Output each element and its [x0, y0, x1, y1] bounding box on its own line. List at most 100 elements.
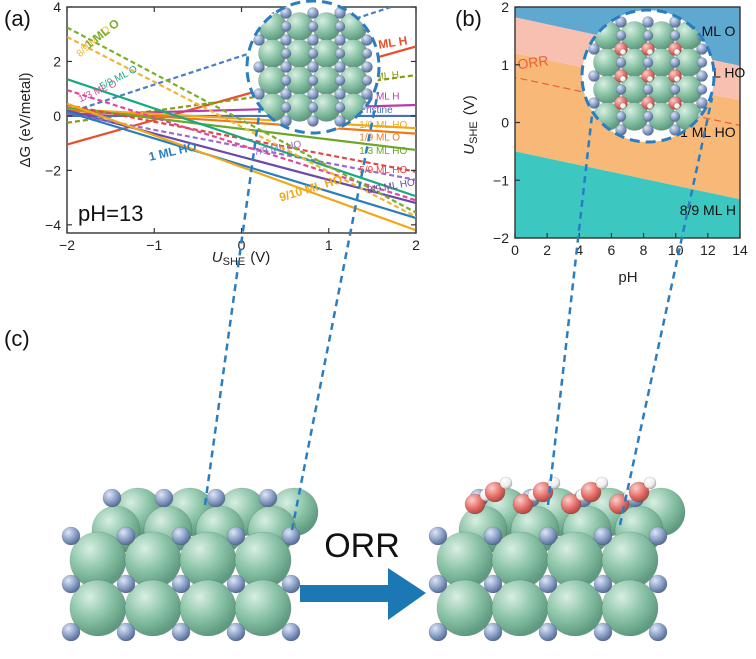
oxygen-atom	[628, 481, 650, 503]
zoom-interstitial-atom	[280, 21, 292, 32]
zoom-interstitial-atom	[253, 34, 265, 46]
zoom-interstitial-atom	[361, 48, 373, 59]
x-tick-label: 4	[575, 242, 583, 258]
zoom-interstitial-atom	[307, 7, 319, 19]
interstitial-atom	[428, 574, 448, 594]
chart-a-xlabel: USHE (V)	[212, 249, 270, 268]
x-tick-label: 0	[511, 242, 519, 258]
interstitial-atom	[538, 526, 558, 546]
zoom-interstitial-atom	[696, 43, 708, 55]
orr-arrow	[300, 568, 426, 620]
zoom-interstitial-atom	[361, 88, 373, 100]
chart-b-ylabel: USHE(V)	[461, 95, 480, 154]
zoom-interstitial-atom	[334, 48, 346, 59]
zoom-interstitial-atom	[280, 7, 292, 19]
zoom-orr	[580, 8, 716, 144]
region-8-9-ml-h	[515, 151, 740, 238]
zoom-ring	[580, 8, 716, 144]
chart-a-axes: −2 −1 0 1 2 4 2 0 −2 −4	[45, 0, 420, 253]
y-tick-label: 2	[501, 0, 509, 15]
y-tick-label: −2	[45, 162, 61, 178]
orr-arrow-label: ORR	[324, 527, 400, 565]
series-label-1-9-ml-o: 1/9 ML O	[359, 132, 400, 143]
interstitial-atom	[206, 488, 226, 508]
zoom-hydrogen-atom	[673, 75, 681, 83]
series-label-1-9-ml-h: 1/9 ML H	[359, 92, 399, 103]
x-tick-label: 10	[668, 242, 684, 258]
chart-b-xlabel: pH	[618, 269, 637, 286]
series-line-5-9-ml-o	[67, 78, 416, 198]
oxygen-atom	[532, 481, 554, 503]
interstitial-atom	[538, 622, 558, 642]
zoom-interstitial-atom	[588, 70, 600, 82]
interstitial-atom	[116, 574, 136, 594]
series-label-1-3-ml-ho: 1/3 ML HO	[359, 146, 407, 157]
zoom-interstitial-atom	[307, 115, 319, 127]
zoom-connector-right-1	[546, 114, 594, 506]
x-tick-label: 14	[732, 242, 748, 258]
interstitial-atom	[102, 488, 122, 508]
x-tick-label: 2	[412, 237, 420, 253]
metal-atom	[234, 579, 292, 637]
zoom-hydrogen-atom	[646, 75, 654, 83]
interstitial-atom	[593, 622, 613, 642]
oxygen-atom	[464, 493, 486, 515]
zoom-hydrogen-atom	[619, 75, 627, 83]
interstitial-atom	[428, 622, 448, 642]
series-label-pristine: Pristine	[359, 105, 393, 116]
interstitial-atom	[483, 574, 503, 594]
zoom-interstitial-atom	[615, 30, 627, 41]
zoom-interstitial-atom	[696, 57, 708, 68]
series-line-8-9-ml-o	[67, 35, 416, 218]
zoom-interstitial-atom	[307, 48, 319, 59]
zoom-interstitial-atom	[334, 115, 346, 127]
zoom-interstitial-atom	[280, 88, 292, 100]
x-tick-label: 2	[543, 242, 551, 258]
zoom-interstitial-atom	[307, 75, 319, 86]
chart-a-annotation: pH=13	[78, 201, 143, 226]
zoom-interstitial-atom	[334, 34, 346, 46]
panel-label-a: (a)	[4, 6, 31, 31]
hydrogen-atom	[595, 476, 609, 490]
zoom-interstitial-atom	[361, 34, 373, 46]
region-label-1-ml-ho: 1 ML HO	[680, 124, 736, 140]
zoom-interstitial-atom	[253, 61, 265, 73]
zoom-lattice	[253, 7, 373, 127]
oxygen-atom	[512, 493, 534, 515]
zoom-hydrogen-atom	[619, 48, 627, 56]
zoom-interstitial-atom	[615, 57, 627, 68]
zoom-interstitial-atom	[696, 97, 708, 109]
zoom-interstitial-atom	[696, 70, 708, 82]
y-tick-label: 4	[53, 0, 61, 15]
zoom-interstitial-atom	[361, 75, 373, 86]
zoom-interstitial-atom	[307, 88, 319, 100]
hydrogen-atom	[499, 476, 513, 490]
zoom-interstitial-atom	[334, 75, 346, 86]
interstitial-atom	[61, 526, 81, 546]
y-tick-label: 0	[501, 115, 509, 131]
orr-arrow-shaft	[300, 585, 388, 602]
zoom-ring	[245, 0, 381, 135]
series-label-5-9-ml-ho: 5/9 ML HO	[359, 165, 407, 176]
pristine-slab	[61, 487, 319, 642]
interstitial-atom	[428, 526, 448, 546]
interstitial-atom	[258, 488, 278, 508]
zoom-interstitial-atom	[588, 43, 600, 55]
interstitial-atom	[61, 622, 81, 642]
zoom-interstitial-atom	[588, 97, 600, 109]
zoom-interstitial-atom	[642, 30, 654, 41]
zoom-connector-right-2	[618, 97, 714, 526]
interstitial-atom	[154, 488, 174, 508]
zoom-interstitial-atom	[307, 21, 319, 32]
zoom-hydrogen-atom	[619, 102, 627, 110]
y-tick-label: −1	[493, 172, 509, 188]
interstitial-atom	[281, 526, 301, 546]
zoom-interstitial-atom	[615, 84, 627, 95]
series-line-1-9-ml-ho	[67, 108, 416, 130]
zoom-interstitial-atom	[615, 111, 627, 122]
zoom-hydrogen-atom	[673, 48, 681, 56]
zoom-connector-left-2	[290, 91, 380, 531]
series-line-9-10-ml-ho	[67, 102, 416, 232]
